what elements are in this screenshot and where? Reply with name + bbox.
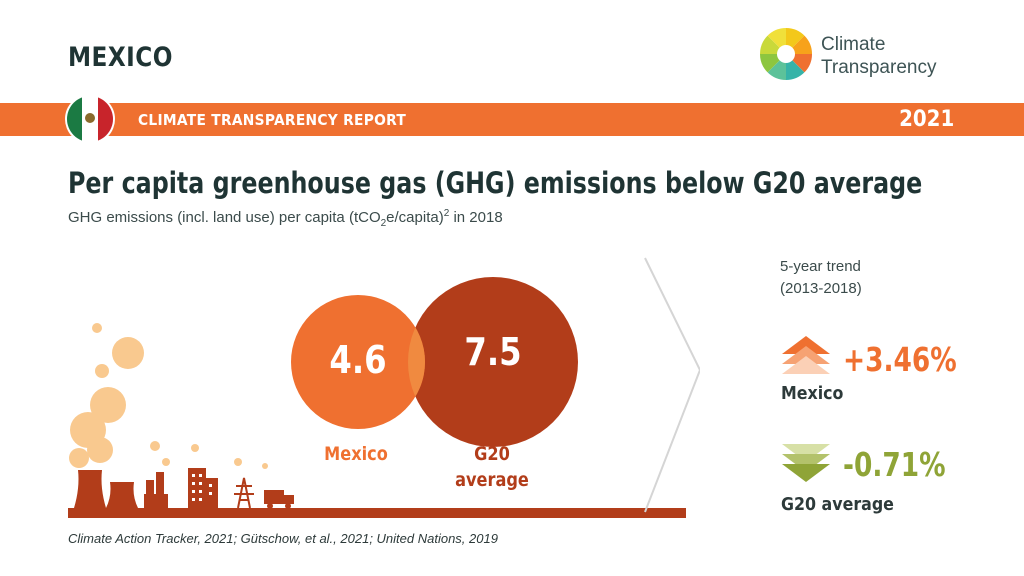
building-windows (192, 474, 212, 501)
chart-subtitle: GHG emissions (incl. land use) per capit… (68, 208, 503, 229)
factory-skyline-icon (74, 468, 218, 508)
page-headline: Per capita greenhouse gas (GHG) emission… (68, 166, 923, 200)
trend-down-arrow-icon (782, 444, 830, 482)
climate-transparency-logo: Climate Transparency (760, 26, 960, 84)
logo-line-1: Climate (821, 34, 886, 55)
logo-wordmark: Climate Transparency (821, 33, 936, 79)
separator-chevron (644, 257, 700, 513)
smoke-puffs-icon (69, 323, 268, 469)
source-citation: Climate Action Tracker, 2021; Gütschow, … (68, 531, 498, 546)
report-band: CLIMATE TRANSPARENCY REPORT 2021 (0, 103, 1024, 136)
report-title: CLIMATE TRANSPARENCY REPORT (138, 111, 407, 129)
logo-line-2: Transparency (821, 57, 937, 78)
chart-canvas (68, 257, 700, 518)
trend-up-arrow-icon (782, 336, 830, 374)
emissions-chart: 4.6 7.5 Mexico G20 average (60, 250, 700, 530)
ground-line (68, 508, 686, 518)
mexico-flag-icon (67, 96, 113, 142)
g20-bubble (408, 277, 578, 447)
mexico-bubble (291, 295, 425, 429)
mexico-trend-value: +3.46% (843, 340, 957, 379)
mexico-value-label: 4.6 (329, 338, 387, 382)
g20-category-label: G20 average (455, 443, 529, 491)
mexico-category-label: Mexico (324, 443, 388, 465)
truck-icon (264, 490, 294, 509)
g20-trend-value: -0.71% (843, 445, 946, 484)
g20-trend-label: G20 average (781, 494, 894, 515)
logo-mark-icon (760, 27, 812, 81)
report-year: 2021 (898, 107, 954, 132)
country-title: MEXICO (68, 42, 173, 73)
g20-value-label: 7.5 (464, 330, 522, 374)
mexico-trend-label: Mexico (781, 383, 844, 404)
power-pylon-icon (234, 477, 254, 509)
trend-heading: 5-year trend (2013-2018) (780, 258, 862, 297)
